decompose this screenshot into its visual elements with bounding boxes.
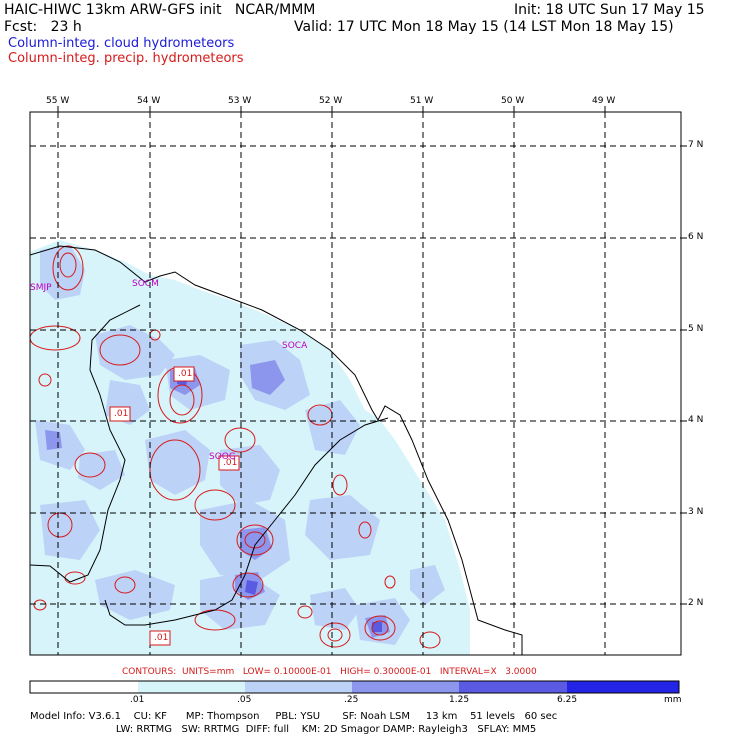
lon-label: 55 W bbox=[46, 96, 70, 106]
lat-label: 6 N bbox=[688, 232, 704, 242]
station-label: SMJP bbox=[30, 283, 52, 293]
contour-info: CONTOURS: UNITS=mm LOW= 0.10000E-01 HIGH… bbox=[122, 667, 537, 677]
lon-label: 54 W bbox=[137, 96, 161, 106]
colorbar-tick: .05 bbox=[237, 695, 252, 705]
colorbar-tick: .01 bbox=[130, 695, 145, 705]
lon-label: 49 W bbox=[592, 96, 616, 106]
map-title: HAIC-HIWC 13km ARW-GFS init NCAR/MMM bbox=[4, 2, 316, 18]
station-label: SOCA bbox=[282, 341, 308, 351]
lon-label: 50 W bbox=[501, 96, 525, 106]
colorbar-tick: 1.25 bbox=[449, 695, 470, 705]
colorbar-units: mm bbox=[664, 695, 682, 705]
contour-label: .01 bbox=[223, 458, 238, 468]
forecast-hour: Fcst: 23 h bbox=[4, 19, 82, 35]
valid-time: Valid: 17 UTC Mon 18 May 15 (14 LST Mon … bbox=[294, 19, 674, 35]
axis-ticks bbox=[57, 106, 687, 605]
lat-label: 5 N bbox=[688, 324, 704, 334]
lat-label: 7 N bbox=[688, 140, 704, 150]
field-label-precip: Column-integ. precip. hydrometeors bbox=[8, 51, 244, 66]
map-frame bbox=[29, 111, 682, 656]
station-label: SOCM bbox=[132, 279, 159, 289]
lat-label: 2 N bbox=[688, 598, 704, 608]
lon-label: 53 W bbox=[228, 96, 252, 106]
init-time: Init: 18 UTC Sun 17 May 15 bbox=[514, 2, 705, 18]
lon-label: 52 W bbox=[319, 96, 343, 106]
contour-label: .01 bbox=[154, 633, 169, 643]
model-info-line1: Model Info: V3.6.1 CU: KF MP: Thompson P… bbox=[30, 711, 558, 722]
contour-label-boxes bbox=[109, 366, 240, 646]
lat-label: 4 N bbox=[688, 415, 704, 425]
colorbar-tick: 6.25 bbox=[557, 695, 578, 705]
colorbar-tick: .25 bbox=[344, 695, 359, 705]
contour-label: .01 bbox=[114, 409, 129, 419]
coastline bbox=[30, 245, 523, 655]
contour-label: .01 bbox=[178, 369, 193, 379]
lon-label: 51 W bbox=[410, 96, 434, 106]
graticule bbox=[30, 112, 681, 655]
field-label-cloud: Column-integ. cloud hydrometeors bbox=[8, 36, 235, 51]
model-info-line2: LW: RRTMG SW: RRTMG DIFF: full KM: 2D Sm… bbox=[30, 724, 537, 735]
lat-label: 3 N bbox=[688, 507, 704, 517]
station-label: SOOG bbox=[209, 452, 236, 462]
